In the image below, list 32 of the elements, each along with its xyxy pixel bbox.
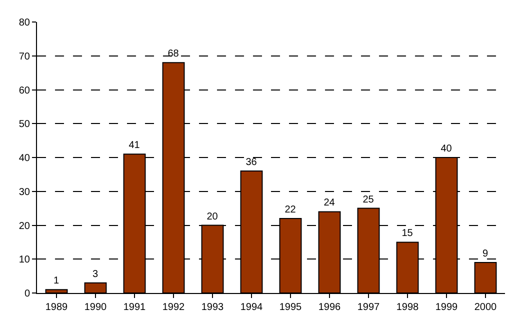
x-tick-label: 1990 bbox=[84, 302, 108, 313]
data-label: 22 bbox=[284, 204, 296, 216]
x-tick-label: 1989 bbox=[45, 302, 68, 313]
y-tick-label: 50 bbox=[18, 119, 30, 130]
y-tick-label: 20 bbox=[18, 220, 30, 232]
data-label: 24 bbox=[324, 198, 336, 209]
y-tick-label: 60 bbox=[18, 85, 30, 96]
x-tick-label: 1998 bbox=[396, 302, 420, 313]
data-label: 36 bbox=[246, 157, 258, 168]
data-label: 1 bbox=[54, 276, 60, 287]
y-tick-label: 40 bbox=[18, 153, 30, 164]
data-label: 9 bbox=[482, 248, 489, 260]
x-tick-label: 1996 bbox=[318, 302, 342, 313]
x-tick-label: 2000 bbox=[474, 302, 498, 313]
x-tick-label: 1993 bbox=[201, 302, 224, 313]
x-tick-label: 1991 bbox=[123, 302, 146, 313]
y-tick-label: 30 bbox=[18, 186, 30, 198]
data-label: 20 bbox=[206, 211, 218, 222]
x-tick-label: 1999 bbox=[435, 302, 458, 313]
data-label: 25 bbox=[362, 194, 374, 206]
data-label: 15 bbox=[402, 228, 414, 240]
data-label: 3 bbox=[92, 268, 98, 280]
data-label: 40 bbox=[440, 144, 452, 154]
y-tick-label: 80 bbox=[18, 18, 30, 28]
data-label: 41 bbox=[128, 140, 140, 152]
x-tick-label: 1997 bbox=[357, 302, 380, 313]
x-tick-label: 1995 bbox=[279, 302, 302, 313]
x-tick-label: 1992 bbox=[162, 302, 186, 313]
y-tick-label: 0 bbox=[24, 288, 30, 300]
x-tick-label: 1994 bbox=[240, 302, 264, 313]
y-tick-label: 70 bbox=[18, 51, 30, 62]
y-tick-label: 10 bbox=[18, 254, 30, 266]
